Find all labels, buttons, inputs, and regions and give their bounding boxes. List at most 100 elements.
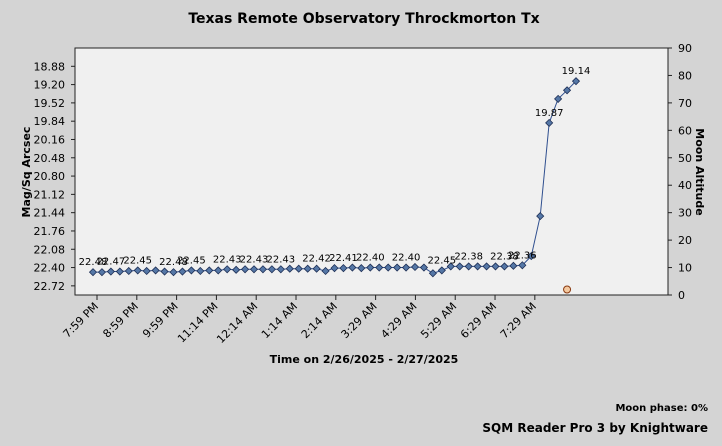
- y-axis-ticks: 18.88 19.20 19.52 19.84 20.16 20.48 20.80 21.12…: [34, 60, 75, 293]
- data-point: [88, 268, 98, 277]
- x-tick-label: 8:59 PM: [100, 300, 141, 341]
- data-label: 22.45: [123, 255, 152, 266]
- y-tick-label: 20.48: [34, 152, 66, 165]
- data-point: [115, 267, 124, 276]
- data-point: [106, 267, 115, 276]
- data-point: [178, 267, 187, 276]
- data-point: [375, 263, 384, 272]
- data-label: 22.38: [490, 251, 519, 262]
- data-point: [169, 268, 178, 277]
- x-axis-title: Time on 2/26/2025 - 2/27/2025: [270, 353, 459, 366]
- x-tick-label: 2:14 AM: [299, 300, 340, 341]
- x-tick-label: 12:14 AM: [214, 300, 260, 346]
- data-point: [133, 266, 142, 275]
- data-label: 22.43: [240, 254, 269, 265]
- data-point: [142, 266, 151, 276]
- data-point: [527, 252, 536, 261]
- y-tick-label: 21.44: [34, 207, 66, 220]
- y2-tick-label: 90: [678, 42, 692, 55]
- data-label: 22.41: [329, 253, 358, 264]
- data-point: [97, 268, 107, 277]
- y-tick-label: 19.52: [34, 97, 66, 110]
- data-point: [214, 266, 223, 275]
- y2-tick-label: 30: [678, 207, 692, 220]
- data-point: [276, 265, 285, 274]
- data-label: 22.38: [454, 251, 483, 262]
- y-tick-label: 19.84: [34, 115, 66, 128]
- y2-tick-label: 0: [678, 289, 685, 302]
- y-tick-label: 21.12: [34, 188, 66, 201]
- data-point: [267, 265, 276, 274]
- data-point: [509, 261, 518, 270]
- data-point: [312, 264, 321, 273]
- x-tick-label: 6:29 AM: [458, 300, 499, 341]
- data-label: 22.43: [267, 254, 296, 265]
- x-tick-label: 9:59 PM: [140, 300, 181, 341]
- data-point: [151, 266, 160, 275]
- data-point: [482, 262, 491, 271]
- data-point: [348, 263, 357, 272]
- data-point: [401, 263, 411, 272]
- credit-text: SQM Reader Pro 3 by Knightware: [482, 421, 708, 435]
- sqm-series: [88, 77, 581, 278]
- data-point: [339, 264, 348, 273]
- chart-title: Texas Remote Observatory Throckmorton Tx: [188, 11, 539, 27]
- y-tick-label: 21.76: [34, 225, 66, 238]
- data-point: [437, 266, 446, 275]
- data-point: [500, 262, 509, 271]
- data-point: [366, 263, 375, 272]
- data-label: 22.47: [97, 257, 126, 268]
- data-point: [124, 266, 133, 276]
- data-label: 19.14: [562, 66, 591, 77]
- data-point: [428, 269, 437, 278]
- y-tick-label: 20.80: [34, 170, 66, 183]
- y2-tick-label: 70: [678, 97, 692, 110]
- y2-axis-ticks: 90 80 70 60 50 40 30 20 10 0: [668, 42, 692, 302]
- x-tick-label: 3:29 AM: [339, 300, 380, 341]
- y-tick-label: 22.40: [34, 262, 66, 275]
- moon-phase-text: Moon phase: 0%: [615, 403, 708, 414]
- data-label: 22.42: [302, 254, 331, 265]
- moon-altitude-point: [563, 285, 572, 294]
- data-point: [446, 262, 455, 271]
- data-point: [562, 86, 572, 95]
- y2-tick-label: 20: [678, 234, 692, 247]
- data-label: 22.40: [392, 253, 421, 264]
- x-tick-label: 5:29 AM: [418, 300, 459, 341]
- y2-tick-label: 50: [678, 152, 692, 165]
- data-point: [491, 262, 500, 271]
- data-point: [303, 264, 312, 273]
- data-label: 22.45: [428, 255, 457, 266]
- y-tick-label: 20.16: [34, 133, 66, 146]
- data-label: 22.48: [159, 257, 188, 268]
- y2-tick-label: 40: [678, 179, 692, 192]
- data-point: [321, 266, 330, 276]
- data-point: [357, 264, 366, 273]
- x-tick-label: 1:14 AM: [259, 300, 300, 341]
- data-point: [285, 264, 294, 273]
- data-label: 19.87: [535, 108, 564, 119]
- moon-altitude-series: [563, 285, 572, 294]
- data-point: [196, 266, 205, 276]
- data-point: [473, 262, 482, 271]
- data-point: [393, 263, 402, 272]
- data-point: [258, 265, 268, 274]
- y-tick-label: 18.88: [34, 60, 66, 73]
- data-point: [419, 263, 429, 272]
- y2-tick-label: 10: [678, 262, 692, 275]
- data-label: 22.36: [508, 250, 537, 261]
- data-point: [554, 94, 563, 103]
- data-point: [249, 265, 259, 274]
- data-point: [536, 212, 545, 221]
- y-tick-label: 22.08: [34, 243, 66, 256]
- data-point: [518, 261, 527, 270]
- data-point: [384, 263, 393, 272]
- data-point: [455, 262, 464, 271]
- y2-tick-label: 80: [678, 69, 692, 82]
- data-label: 22.48: [79, 257, 108, 268]
- data-point: [223, 265, 232, 274]
- data-label: 22.45: [177, 255, 206, 266]
